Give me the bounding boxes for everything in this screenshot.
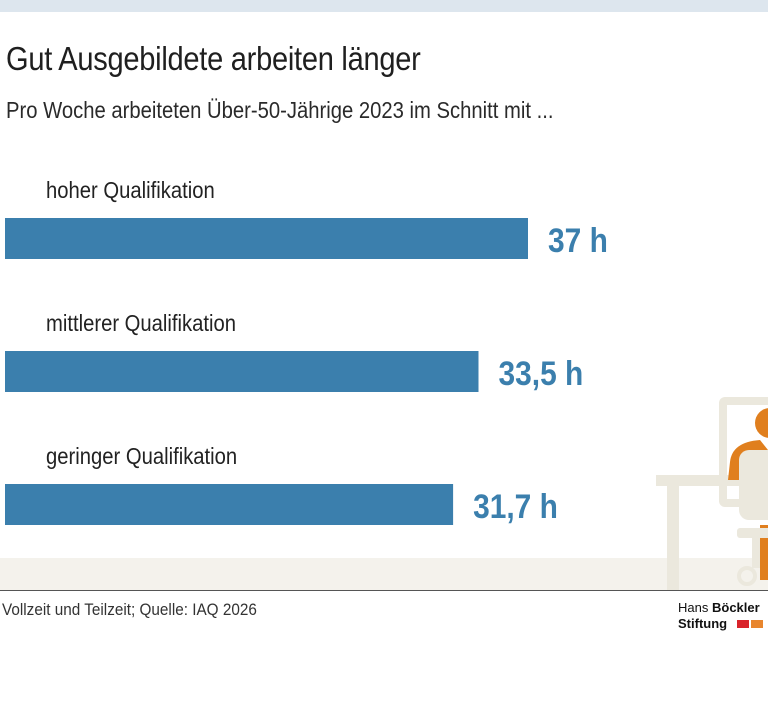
- chair-wheel: [737, 566, 757, 586]
- desk-leg: [667, 486, 679, 590]
- category-label: hoher Qualifikation: [46, 177, 215, 204]
- chair-seat: [737, 528, 768, 538]
- logo-red-square: [737, 620, 749, 628]
- logo-line1: Hans Böckler: [678, 600, 760, 615]
- chart-subtitle: Pro Woche arbeiteten Über-50-Jährige 202…: [6, 97, 554, 123]
- logo-orange-square: [751, 620, 763, 628]
- person-head: [755, 408, 768, 438]
- category-label: geringer Qualifikation: [46, 443, 237, 470]
- value-label: 31,7 h: [473, 487, 558, 525]
- chair-post: [752, 538, 760, 568]
- chart-title: Gut Ausgebildete arbeiten länger: [6, 40, 421, 77]
- source-note: Vollzeit und Teilzeit; Quelle: IAQ 2026: [2, 600, 257, 619]
- bar: [5, 218, 528, 259]
- desk-top: [656, 475, 768, 486]
- bar: [5, 351, 479, 392]
- bottom-band: [0, 558, 768, 590]
- value-label: 33,5 h: [499, 354, 584, 392]
- person-leg: [760, 525, 768, 580]
- bars-group: hoher Qualifikation 37 h mittlerer Qualifi…: [5, 177, 608, 525]
- person-body: [739, 450, 768, 520]
- top-band: [0, 0, 768, 12]
- hans-boeckler-logo[interactable]: Hans Böckler Stiftung: [678, 600, 768, 634]
- bar: [5, 484, 454, 525]
- bar-chart: hoher Qualifikation 37 h mittlerer Qualifi…: [5, 177, 768, 590]
- value-label: 37 h: [548, 221, 608, 259]
- person-at-desk-illustration: [656, 397, 768, 590]
- category-label: mittlerer Qualifikation: [46, 310, 236, 337]
- footer-rule: [0, 590, 768, 591]
- logo-line2: Stiftung: [678, 616, 728, 631]
